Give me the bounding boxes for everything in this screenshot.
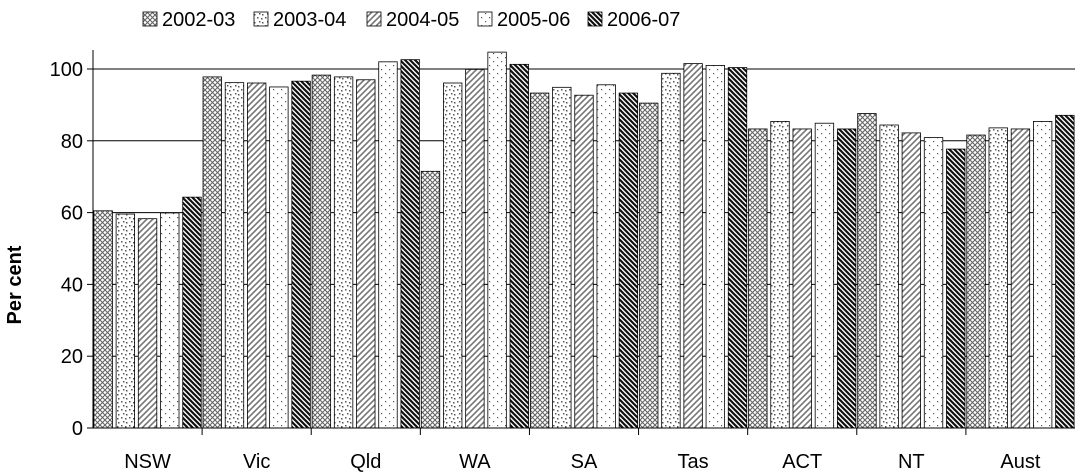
legend-label: 2002-03 (162, 9, 235, 31)
x-tick-label: Tas (678, 451, 709, 473)
bar (705, 65, 725, 429)
legend-swatch (142, 11, 158, 27)
y-tick-label: 20 (61, 346, 83, 368)
bar (356, 79, 376, 429)
bar (333, 76, 354, 429)
bar (93, 210, 113, 429)
x-tick-label: SA (571, 451, 598, 473)
bar (529, 92, 550, 429)
x-tick-label: Aust (1000, 451, 1040, 473)
bar (596, 84, 616, 429)
legend: 2002-03 2003-04 2004-05 2005-06 2006-07 (142, 9, 680, 31)
legend-swatch (366, 11, 382, 27)
bar (269, 86, 289, 429)
bar (291, 80, 311, 429)
bar (137, 218, 158, 429)
bar (770, 121, 790, 429)
legend-swatch (477, 11, 493, 27)
y-tick-label: 60 (61, 203, 83, 225)
bar (247, 82, 267, 429)
legend-label: 2004-05 (386, 9, 459, 31)
legend-label: 2006-07 (607, 9, 680, 31)
x-tick-label: NT (898, 451, 925, 473)
bar (400, 59, 420, 429)
bar (115, 213, 136, 429)
y-tick-label: 80 (61, 131, 83, 153)
x-tick-label: Qld (350, 451, 381, 473)
bar (202, 76, 222, 429)
bar (879, 124, 899, 429)
legend-label: 2003-04 (273, 9, 346, 31)
legend-swatch (253, 11, 269, 27)
y-tick-label: 0 (72, 418, 83, 440)
bar (946, 148, 966, 429)
bar (552, 86, 572, 429)
bar (727, 67, 748, 429)
bar (836, 128, 857, 429)
legend-swatch (587, 11, 603, 27)
x-tick-label: ACT (782, 451, 822, 473)
bar (792, 128, 812, 429)
bar (639, 102, 659, 429)
x-tick-label: Vic (243, 451, 270, 473)
bar (224, 82, 245, 429)
bar (966, 134, 986, 429)
bar (618, 92, 639, 429)
bar (160, 212, 180, 429)
bar (1032, 121, 1053, 429)
bar (661, 72, 681, 429)
y-tick-label: 40 (61, 274, 83, 296)
bars (93, 51, 1075, 429)
bar (509, 63, 529, 429)
bar (443, 82, 463, 429)
bar (1055, 114, 1075, 429)
bar (748, 128, 768, 429)
bar (465, 68, 485, 429)
bar (574, 94, 594, 429)
bar (857, 113, 877, 429)
y-tick-label: 100 (50, 59, 83, 81)
bar (683, 63, 703, 429)
bar (1010, 128, 1031, 429)
y-axis-title: Per cent (4, 245, 26, 324)
bar (988, 127, 1008, 429)
bar (487, 51, 507, 429)
x-tick-label: WA (459, 451, 491, 473)
bar (420, 170, 441, 429)
bar (814, 122, 835, 429)
bar (311, 74, 332, 429)
axes: 0 20 40 60 80 100 NSW Vic Qld WA SA Tas ACT NT Aust (50, 50, 1075, 473)
bar (923, 137, 944, 429)
bar (182, 196, 202, 429)
bar (901, 132, 921, 429)
x-tick-label: NSW (124, 451, 171, 473)
bar (378, 61, 398, 429)
legend-label: 2005-06 (497, 9, 570, 31)
